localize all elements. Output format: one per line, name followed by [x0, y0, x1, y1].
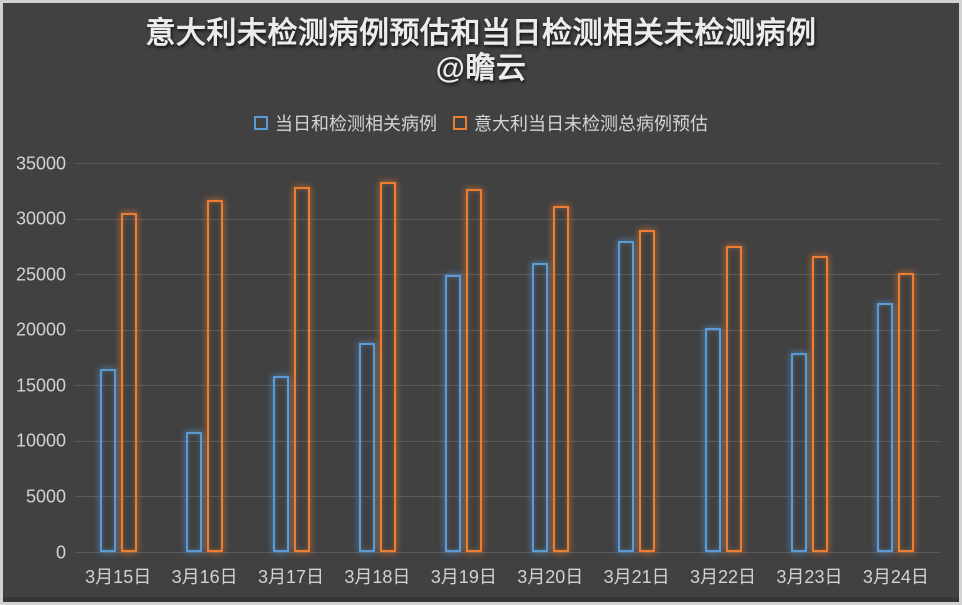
bar-s0-c7 — [704, 327, 721, 552]
bar-group-1 — [161, 163, 247, 552]
x-tick-label-5: 3月20日 — [517, 567, 584, 587]
x-tick-label-6: 3月21日 — [603, 567, 670, 587]
bar-s0-c6 — [618, 240, 635, 552]
legend-label: 当日和检测相关病例 — [275, 114, 437, 134]
y-tick-label: 0 — [55, 542, 66, 562]
legend-item-0: 当日和检测相关病例 — [254, 110, 437, 136]
bar-s0-c9 — [877, 303, 894, 552]
y-tick-label: 30000 — [15, 208, 66, 229]
bar-s1-c1 — [207, 199, 224, 552]
bar-group-4 — [421, 163, 507, 552]
x-tick-label-0: 3月15日 — [85, 567, 152, 587]
legend-item-1: 意大利当日未检测总病例预估 — [453, 110, 708, 136]
gridline: 25000 — [16, 264, 939, 284]
bar-s1-c9 — [898, 273, 915, 552]
bar-s0-c3 — [358, 343, 375, 552]
bar-s1-c8 — [811, 256, 828, 552]
gridline: 30000 — [16, 209, 939, 229]
bar-s1-c7 — [725, 246, 742, 552]
y-tick-label: 35000 — [15, 153, 66, 173]
x-tick-label-2: 3月17日 — [257, 567, 325, 587]
bar-s1-c0 — [120, 213, 137, 552]
y-tick-label: 5000 — [25, 486, 66, 507]
legend-swatch-icon — [254, 116, 268, 130]
bar-s0-c8 — [790, 353, 807, 552]
x-tick-label-8: 3月23日 — [776, 567, 843, 587]
chart-title-line1: 意大利未检测病例预估和当日检测相关未检测病例 — [145, 17, 817, 50]
legend: 当日和检测相关病例 意大利当日未检测总病例预估 — [3, 110, 959, 136]
bar-s1-c3 — [379, 181, 396, 552]
y-tick-label: 25000 — [15, 264, 66, 285]
bar-s0-c1 — [186, 431, 203, 552]
bar-s0-c4 — [445, 275, 462, 552]
bar-group-6 — [593, 163, 679, 552]
chart-title: 意大利未检测病例预估和当日检测相关未检测病例 @瞻云 — [3, 16, 959, 86]
x-tick-label-3: 3月18日 — [344, 567, 411, 587]
gridline: 20000 — [16, 320, 939, 340]
y-tick-label: 20000 — [15, 319, 66, 340]
gridline: 15000 — [16, 375, 939, 395]
y-tick-label: 10000 — [15, 430, 66, 451]
bar-s1-c5 — [552, 206, 569, 552]
gridline: 5000 — [26, 486, 939, 506]
bar-s1-c2 — [293, 187, 310, 552]
bar-group-8 — [766, 163, 852, 552]
bar-groups — [75, 163, 939, 552]
bar-group-3 — [334, 163, 420, 552]
x-tick-label-7: 3月22日 — [690, 567, 757, 587]
x-tick-label-9: 3月24日 — [862, 567, 929, 587]
x-tick-label-1: 3月16日 — [171, 567, 238, 587]
x-axis-labels: 3月15日 3月16日 3月17日 3月18日 3月19日 3月20日 3月21日 3月22日… — [75, 563, 939, 589]
bar-group-2 — [248, 163, 334, 552]
legend-label: 意大利当日未检测总病例预估 — [474, 114, 708, 134]
chart-title-line2: @瞻云 — [435, 52, 527, 85]
bar-s0-c0 — [99, 368, 116, 552]
x-tick-label-4: 3月19日 — [430, 567, 497, 587]
y-tick-label: 15000 — [15, 375, 66, 396]
bar-group-9 — [853, 163, 939, 552]
bar-group-5 — [507, 163, 593, 552]
bar-group-0 — [75, 163, 161, 552]
plot-area: 35000 30000 25000 20000 15000 10000 5000 0 3月15日… — [16, 153, 939, 587]
legend-swatch-icon — [453, 116, 467, 130]
bar-s1-c4 — [466, 188, 483, 552]
bar-group-7 — [680, 163, 766, 552]
bar-s0-c2 — [272, 376, 289, 552]
bar-s1-c6 — [639, 229, 656, 552]
bar-s0-c5 — [531, 263, 548, 552]
gridline: 0 — [56, 542, 939, 562]
gridline: 35000 — [16, 153, 939, 173]
gridline: 10000 — [16, 431, 939, 451]
